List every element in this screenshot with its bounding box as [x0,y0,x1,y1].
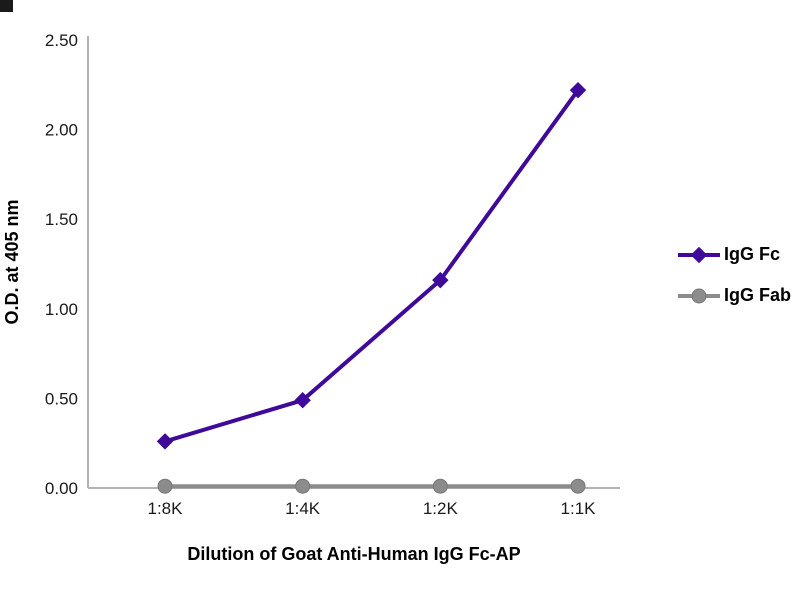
y-tick-label: 2.50 [45,31,78,50]
y-tick-label: 0.00 [45,479,78,498]
x-axis-title: Dilution of Goat Anti-Human IgG Fc-AP [187,544,520,564]
series-marker-igg-fab [570,478,586,494]
legend-marker-circle [691,288,707,303]
series-line-igg-fc [163,88,581,444]
y-tick-label: 1.00 [45,300,78,319]
series-marker-igg-fc [569,81,587,99]
series-marker-igg-fab [432,478,448,494]
y-tick-label: 0.50 [45,389,78,408]
series-marker-igg-fab [157,478,173,494]
series-marker-igg-fc [156,433,174,450]
x-tick-label: 1:2K [423,499,459,518]
x-tick-label: 1:4K [285,499,321,518]
legend-label: IgG Fab [724,285,791,305]
legend-swatch [678,288,720,303]
series-marker-igg-fab [295,478,311,494]
legend-item-igg-fab: IgG Fab [676,285,791,306]
corner-mark [0,0,13,12]
y-tick-label: 2.00 [45,121,78,140]
series-marker-igg-fc [294,391,311,409]
x-tick-label: 1:8K [148,499,184,518]
legend-label: IgG Fc [724,244,781,264]
legend-item-igg-fc: IgG Fc [676,244,791,265]
legend-marker-diamond [690,246,708,263]
y-tick-label: 1.50 [45,210,78,229]
plot-area: 0.00 0.50 1.00 1.50 2.00 2.50 1:8K 1:4K 1:2K 1:1K [45,31,620,518]
series-marker-igg-fc [432,271,449,289]
legend-swatch [678,246,720,263]
x-tick-label: 1:1K [561,499,597,518]
legend: IgG Fc IgG Fab [676,244,791,306]
y-axis-title: O.D. at 405 nm [2,199,22,324]
